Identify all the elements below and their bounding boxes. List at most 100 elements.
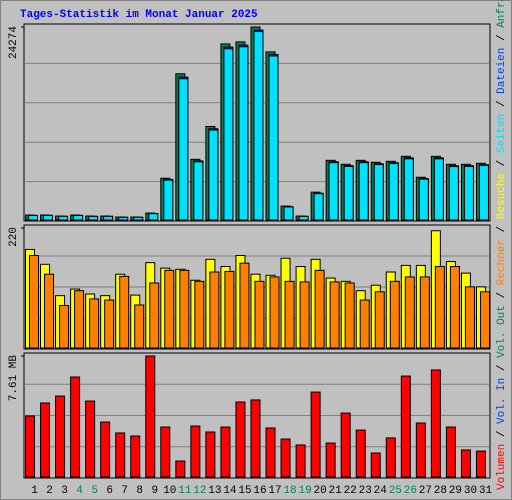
legend: Volumen / Vol. In / Vol. Out / Rechner /… bbox=[496, 0, 508, 490]
bar bbox=[343, 165, 354, 221]
bar bbox=[419, 276, 430, 349]
bar bbox=[43, 214, 54, 221]
bar bbox=[40, 402, 51, 478]
bar bbox=[208, 129, 219, 221]
bar bbox=[373, 164, 384, 221]
bar bbox=[149, 282, 160, 349]
bar bbox=[103, 215, 114, 221]
bar bbox=[404, 276, 415, 349]
bar bbox=[118, 216, 129, 221]
bar bbox=[88, 215, 99, 221]
legend-separator: / bbox=[496, 94, 508, 114]
bar bbox=[130, 435, 141, 478]
bar bbox=[478, 165, 489, 221]
bar bbox=[314, 269, 325, 349]
bar bbox=[74, 290, 85, 349]
bar bbox=[475, 450, 486, 478]
x-tick-label: 22 bbox=[344, 485, 357, 497]
legend-entry: Besuche bbox=[496, 173, 508, 219]
x-tick-label: 17 bbox=[268, 485, 281, 497]
legend-separator: / bbox=[496, 219, 508, 239]
bar bbox=[55, 395, 66, 478]
bar bbox=[344, 282, 355, 349]
bar bbox=[355, 429, 366, 478]
x-tick-label: 6 bbox=[106, 485, 113, 497]
bar bbox=[418, 178, 429, 221]
bar bbox=[479, 291, 490, 349]
bar bbox=[235, 401, 246, 478]
bar bbox=[58, 215, 69, 221]
bar bbox=[220, 426, 231, 478]
legend-entry: Seiten bbox=[496, 114, 508, 154]
legend-entry: Dateien bbox=[496, 48, 508, 94]
x-tick-label: 7 bbox=[121, 485, 128, 497]
bar bbox=[119, 275, 130, 349]
x-tick-label: 18 bbox=[283, 485, 296, 497]
legend-separator: / bbox=[496, 285, 508, 305]
x-tick-label: 13 bbox=[208, 485, 221, 497]
bar bbox=[104, 299, 115, 349]
x-tick-label: 16 bbox=[253, 485, 266, 497]
x-tick-label: 10 bbox=[163, 485, 176, 497]
y-tick-label: 7.61 MB bbox=[8, 355, 20, 402]
bar bbox=[299, 281, 310, 349]
x-tick-label: 3 bbox=[61, 485, 68, 497]
bar bbox=[254, 280, 265, 349]
bar bbox=[89, 298, 100, 349]
bar bbox=[433, 158, 444, 221]
x-tick-label: 2 bbox=[46, 485, 53, 497]
bar bbox=[295, 444, 306, 478]
bar bbox=[224, 270, 235, 349]
bar bbox=[358, 162, 369, 221]
bar bbox=[445, 426, 456, 478]
legend-entry: Rechner bbox=[496, 239, 508, 285]
bar bbox=[268, 55, 279, 221]
x-tick-label: 20 bbox=[314, 485, 327, 497]
x-tick-label: 9 bbox=[151, 485, 158, 497]
bar bbox=[269, 276, 280, 349]
bar bbox=[238, 46, 249, 221]
x-tick-label: 1 bbox=[31, 485, 38, 497]
bar bbox=[434, 266, 445, 349]
bar bbox=[73, 214, 84, 221]
bar bbox=[329, 281, 340, 349]
legend-separator: / bbox=[496, 424, 508, 444]
y-tick-label: 24274 bbox=[8, 26, 20, 59]
x-tick-label: 28 bbox=[434, 485, 447, 497]
bar bbox=[190, 425, 201, 478]
x-tick-label: 14 bbox=[223, 485, 237, 497]
bar bbox=[70, 376, 81, 478]
bar bbox=[460, 449, 471, 478]
bar bbox=[29, 255, 39, 349]
bar bbox=[163, 179, 174, 221]
bar bbox=[115, 432, 126, 478]
legend-entry: Anfragen bbox=[496, 0, 508, 28]
bar bbox=[253, 31, 264, 221]
legend-separator: / bbox=[496, 28, 508, 48]
bar bbox=[325, 442, 336, 478]
chart-title: Tages-Statistik im Monat Januar 2025 bbox=[20, 9, 258, 21]
x-tick-label: 24 bbox=[374, 485, 388, 497]
x-tick-label: 4 bbox=[76, 485, 83, 497]
x-tick-label: 31 bbox=[479, 485, 493, 497]
bar bbox=[100, 421, 111, 478]
bar bbox=[145, 355, 156, 478]
bar bbox=[209, 271, 220, 349]
bar bbox=[25, 415, 35, 478]
x-tick-label: 25 bbox=[389, 485, 402, 497]
bar bbox=[223, 48, 234, 221]
bar bbox=[265, 427, 276, 478]
x-tick-label: 29 bbox=[449, 485, 462, 497]
x-tick-label: 15 bbox=[238, 485, 251, 497]
bar bbox=[284, 280, 295, 349]
bar bbox=[463, 165, 474, 221]
bar bbox=[85, 400, 96, 478]
bar bbox=[179, 269, 190, 349]
legend-entry: Volumen bbox=[496, 444, 508, 490]
bar bbox=[400, 375, 411, 478]
bar bbox=[403, 158, 414, 221]
bar bbox=[193, 161, 204, 221]
bar bbox=[164, 269, 175, 349]
bar bbox=[283, 206, 294, 221]
